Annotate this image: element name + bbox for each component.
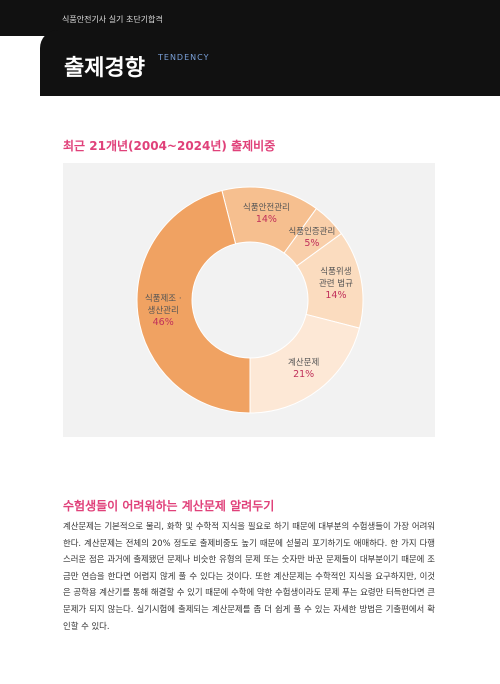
chart-area: 식품안전관리 14% 식품인증관리 5% 식품위생 관련 법규 14% 계산문제 21% 식품제… — [63, 163, 435, 437]
donut-segment — [136, 189, 251, 414]
value-label: 14% — [255, 214, 277, 226]
series-title: 식품안전기사 실기 초단기합격 — [62, 15, 163, 24]
segment-label: 식품인증관리 5% — [288, 226, 335, 250]
value-label: 5% — [304, 238, 320, 250]
section-body: 계산문제는 기본적으로 물리, 화학 및 수학적 지식을 필요로 하기 때문에 … — [63, 521, 435, 631]
segment-label: 계산문제 21% — [288, 357, 319, 381]
value-label: 46% — [152, 316, 174, 328]
donut-chart — [136, 186, 364, 414]
page-subtitle: TENDENCY — [158, 53, 210, 62]
category-label: 식품안전관리 — [242, 203, 290, 214]
chart-title: 최근 21개년(2004~2024년) 출제비중 — [63, 139, 276, 153]
value-label: 14% — [325, 289, 347, 301]
section-title: 수험생들이 어려워하는 계산문제 알려두기 — [63, 499, 275, 513]
category-label: 계산문제 — [287, 358, 320, 369]
segment-label: 식품안전관리 14% — [243, 202, 290, 226]
category-label: 식품위생 관련 법규 — [318, 266, 353, 289]
category-label: 식품인증관리 — [288, 227, 336, 238]
segment-label: 식품위생 관련 법규 14% — [319, 266, 353, 302]
segment-label: 식품제조 · 생산관리 46% — [145, 293, 182, 329]
header-tab — [40, 30, 500, 96]
category-label: 식품제조 · 생산관리 — [144, 293, 182, 316]
page-title: 출제경향 — [64, 56, 145, 81]
value-label: 21% — [293, 369, 315, 381]
